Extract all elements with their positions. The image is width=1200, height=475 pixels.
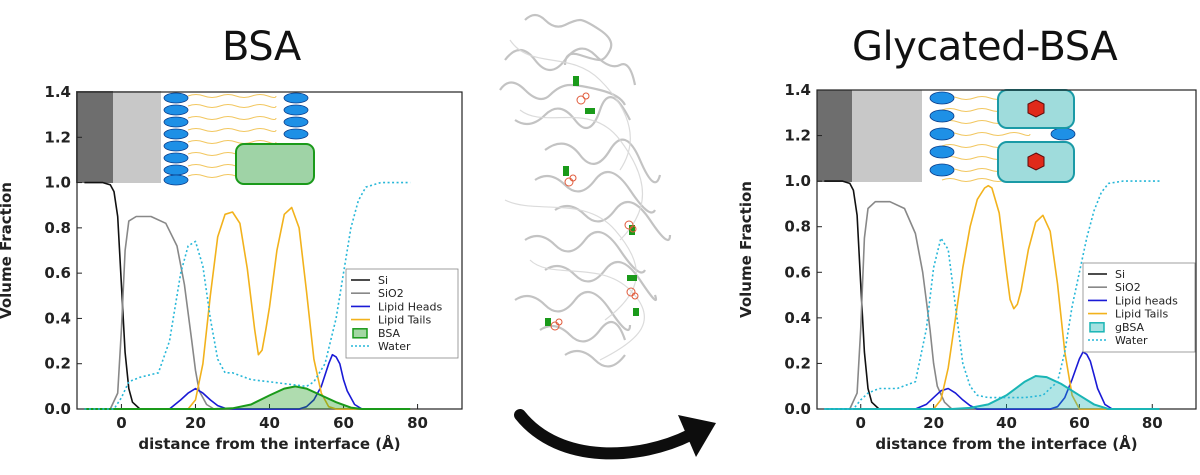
bsa-legend-label: SiO2	[378, 287, 404, 300]
gbsa-x-tick-label: 0	[856, 414, 866, 432]
gbsa-series-2-line	[824, 351, 1160, 410]
gbsa-y-tick-label: 1.2	[784, 127, 811, 145]
bsa-chart: 0.0 0.2 0.4 0.6 0.8 1.0 1.2 1.4 0 20 40 60 80 distanc…	[0, 83, 463, 453]
gbsa-legend-label: Lipid Tails	[1115, 308, 1168, 321]
gbsa-legend	[1082, 262, 1196, 353]
bsa-series-1-line	[84, 215, 411, 410]
bsa-series-3-line	[84, 206, 411, 410]
bsa-legend-label: Si	[378, 274, 388, 287]
gbsa-series-4-fill	[824, 376, 1160, 409]
bsa-y-tick-label: 0.4	[44, 309, 71, 327]
gbsa-x-tick-label: 40	[996, 414, 1017, 432]
gbsa-legend-label: gBSA	[1115, 321, 1145, 334]
bsa-y-tick-label: 1.4	[44, 83, 71, 101]
protein-ribbon	[499, 13, 672, 368]
bsa-series-5-line	[84, 181, 411, 410]
bsa-y-tick-label: 0.8	[44, 219, 71, 237]
bsa-y-axis-label: Volume Fraction	[0, 182, 15, 319]
bsa-y-tick-label: 1.2	[44, 128, 71, 146]
bsa-legend-label: BSA	[378, 327, 401, 340]
gbsa-x-axis-label: distance from the interface (Å)	[875, 434, 1137, 453]
glycated-bsa-chart: 0.0 0.2 0.4 0.6 0.8 1.0 1.2 1.4 0 20 40 60 80 distanc…	[737, 81, 1197, 453]
bsa-protein-box	[235, 143, 315, 185]
glucose-hexagon-icon-bottom	[1027, 152, 1045, 171]
bsa-x-tick-label: 20	[185, 414, 206, 432]
gbsa-legend-label: SiO2	[1115, 281, 1141, 294]
gbsa-x-tick-label: 80	[1142, 414, 1163, 432]
gbsa-y-tick-label: 1.0	[784, 172, 811, 190]
gbsa-y-tick-label: 0.2	[784, 354, 811, 372]
bsa-schematic	[76, 91, 315, 186]
gbsa-legend-label: Lipid heads	[1115, 294, 1178, 307]
gbsa-legend-swatch	[1089, 322, 1105, 333]
bsa-x-tick-label: 40	[259, 414, 280, 432]
gbsa-lipid-heads	[929, 91, 1076, 177]
right-panel-title: Glycated-BSA	[852, 24, 1118, 70]
bsa-legend-label: Lipid Tails	[378, 314, 431, 327]
gbsa-x-tick-label: 60	[1069, 414, 1090, 432]
bsa-y-tick-label: 1.0	[44, 174, 71, 192]
bsa-y-tick-label: 0.2	[44, 355, 71, 373]
gbsa-y-tick-label: 0.4	[784, 309, 811, 327]
gbsa-schematic	[817, 89, 1076, 183]
gbsa-series-3-line	[824, 184, 1160, 410]
bsa-legend-label: Water	[378, 340, 411, 353]
gbsa-y-tick-label: 0.6	[784, 263, 811, 281]
bsa-series-4-fill	[84, 386, 411, 409]
bsa-legend	[345, 268, 459, 359]
gbsa-series-4-line	[824, 374, 1160, 410]
bsa-x-axis-label: distance from the interface (Å)	[138, 434, 400, 453]
gbsa-y-axis-label: Volume Fraction	[737, 181, 755, 318]
bsa-x-tick-label: 60	[333, 414, 354, 432]
gbsa-y-tick-label: 0.8	[784, 218, 811, 236]
bsa-protein-structure	[499, 13, 672, 368]
curved-arrow-icon	[514, 409, 716, 460]
glycation-sites	[545, 76, 639, 331]
gbsa-y-tick-label: 1.4	[784, 81, 811, 99]
bsa-legend-label: Lipid Heads	[378, 300, 442, 313]
bsa-series-4-line	[84, 385, 411, 410]
glucose-hexagon-icon-top	[1027, 99, 1045, 118]
gbsa-legend-label: Water	[1115, 334, 1148, 347]
gbsa-legend-label: Si	[1115, 268, 1125, 281]
bsa-y-tick-label: 0.6	[44, 264, 71, 282]
gbsa-y-tick-label: 0.0	[784, 400, 811, 418]
bsa-y-tick-label: 0.0	[44, 400, 71, 418]
left-panel-title: BSA	[222, 24, 301, 70]
bsa-lipid-heads	[163, 92, 309, 186]
bsa-series-2-line	[84, 353, 411, 410]
bsa-x-tick-label: 0	[116, 414, 126, 432]
bsa-legend-swatch	[352, 328, 368, 339]
gbsa-series-5-line	[824, 180, 1160, 410]
bsa-x-tick-label: 80	[407, 414, 428, 432]
gbsa-x-tick-label: 20	[923, 414, 944, 432]
